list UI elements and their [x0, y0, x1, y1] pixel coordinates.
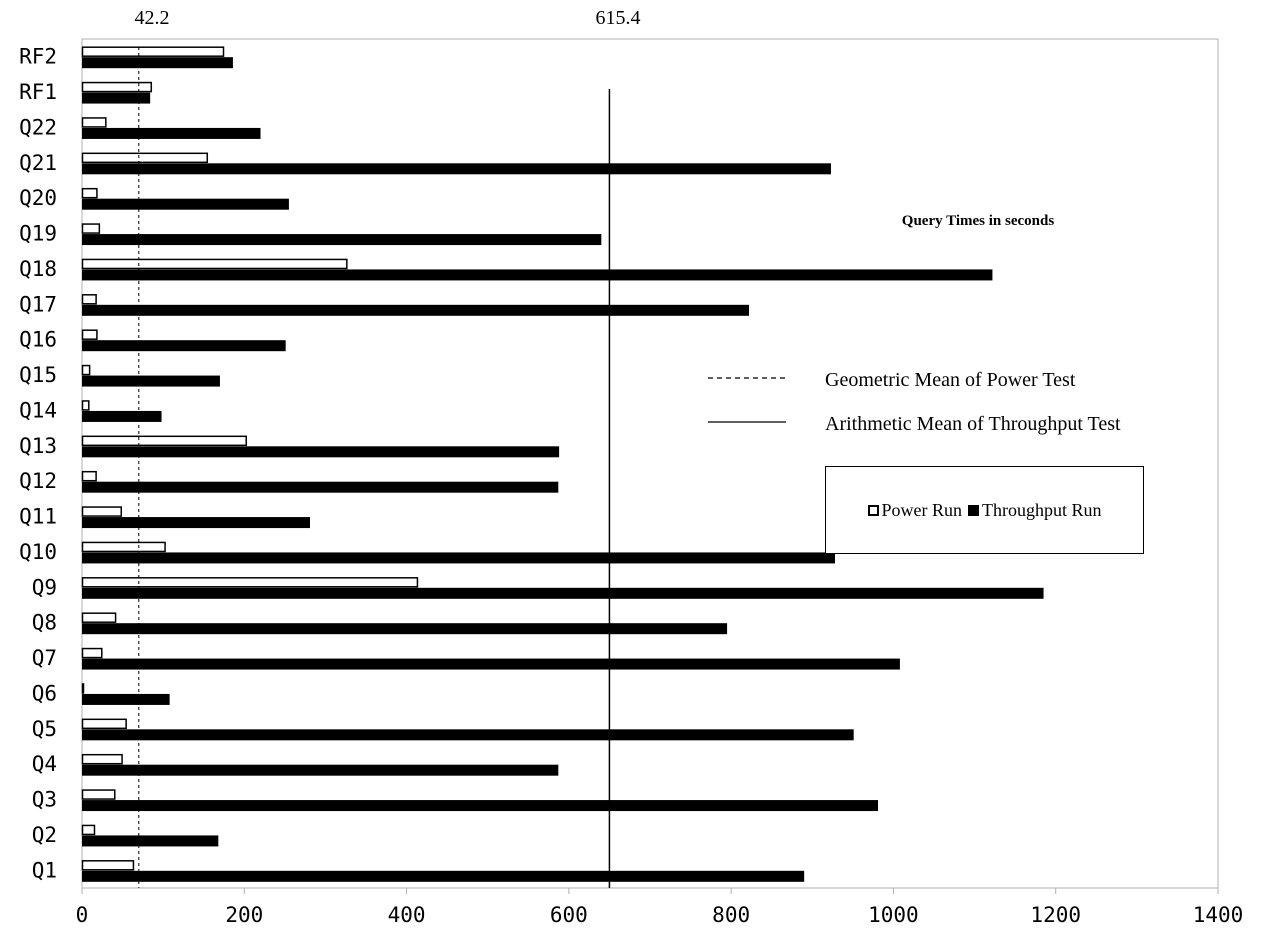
bar-throughput-run-q11 [82, 517, 311, 529]
x-tick-label-600: 600 [550, 903, 588, 927]
bar-throughput-run-q12 [82, 481, 559, 493]
bar-power-run-q11 [81, 506, 123, 517]
legend-label-geometric-mean: Geometric Mean of Power Test [825, 369, 1076, 391]
bar-throughput-run-q20 [82, 198, 289, 210]
bar-power-run-q12 [81, 470, 97, 482]
x-tick-label-200: 200 [225, 903, 263, 927]
bar-throughput-run-q3 [82, 800, 879, 812]
bar-throughput-run-q17 [82, 304, 749, 316]
bar-throughput-run-q10 [82, 552, 836, 564]
bar-power-run-q13 [81, 435, 247, 447]
bar-throughput-run-q21 [82, 163, 831, 175]
bar-power-run-q10 [81, 541, 166, 553]
bar-power-run-q7 [81, 647, 103, 659]
y-tick-label-q22: Q22 [19, 115, 57, 139]
y-tick-label-q20: Q20 [19, 186, 57, 210]
legend-entry-throughput-run: Throughput Run [968, 500, 1102, 521]
y-tick-label-rf2: RF2 [19, 45, 57, 69]
y-tick-label-q2: Q2 [32, 823, 57, 847]
legend-label-throughput-run: Throughput Run [982, 499, 1102, 520]
bar-power-run-q14 [81, 400, 90, 411]
legend-entry-power-run: Power Run [867, 499, 963, 521]
x-tick-label-1200: 1200 [1030, 903, 1081, 927]
bar-throughput-run-q1 [82, 870, 805, 882]
x-tick-label-1400: 1400 [1193, 903, 1244, 927]
y-tick-label-q9: Q9 [32, 575, 57, 599]
y-tick-label-q18: Q18 [19, 257, 57, 281]
bar-throughput-run-q9 [82, 587, 1044, 599]
bar-throughput-run-q19 [82, 234, 602, 246]
bar-throughput-run-q5 [82, 729, 854, 741]
bar-throughput-run-q22 [82, 127, 261, 139]
y-tick-label-q5: Q5 [32, 717, 57, 741]
y-tick-label-q21: Q21 [19, 151, 57, 175]
legend-swatch-throughput-run [968, 504, 979, 516]
bar-throughput-run-q6 [82, 693, 170, 705]
bar-power-run-q6 [81, 683, 85, 694]
y-tick-label-q1: Q1 [32, 858, 57, 882]
bar-throughput-run-q4 [82, 764, 559, 776]
bar-throughput-run-q13 [82, 446, 560, 458]
y-tick-label-rf1: RF1 [19, 80, 57, 104]
x-tick-label-0: 0 [76, 903, 89, 927]
bar-power-run-rf2 [81, 46, 225, 57]
chart-title: Query Times in seconds [902, 213, 1055, 229]
y-tick-label-q15: Q15 [19, 363, 57, 387]
series-legend: Power Run Throughput Run [825, 466, 1144, 554]
x-tick-label-1000: 1000 [868, 903, 919, 927]
bar-power-run-q9 [81, 577, 419, 588]
x-tick-label-800: 800 [712, 903, 750, 927]
bar-power-run-q22 [81, 117, 107, 128]
y-tick-label-q16: Q16 [19, 328, 57, 352]
bar-power-run-q16 [81, 329, 98, 340]
bar-throughput-run-q2 [82, 835, 219, 847]
bar-power-run-q19 [81, 223, 101, 234]
legend-label-arithmetic-mean: Arithmetic Mean of Throughput Test [825, 413, 1121, 435]
bar-power-run-q8 [81, 612, 117, 623]
bar-throughput-run-rf1 [82, 92, 151, 104]
bar-throughput-run-rf2 [82, 57, 233, 69]
legend-swatch-power-run [867, 504, 879, 516]
bar-throughput-run-q16 [82, 340, 286, 352]
bar-throughput-run-q15 [82, 375, 220, 387]
y-tick-label-q11: Q11 [19, 505, 57, 529]
y-tick-label-q14: Q14 [19, 398, 57, 422]
y-tick-label-q6: Q6 [32, 681, 57, 705]
bar-power-run-q18 [81, 258, 348, 270]
y-tick-label-q3: Q3 [32, 788, 57, 812]
bar-power-run-q15 [81, 364, 91, 376]
bar-throughput-run-q18 [82, 269, 993, 281]
bar-power-run-q4 [81, 753, 123, 765]
bar-throughput-run-q14 [82, 410, 162, 422]
arithmetic-mean-value-label: 615.4 [596, 7, 641, 29]
bar-power-run-q3 [81, 789, 116, 800]
y-tick-label-q4: Q4 [32, 752, 57, 776]
bar-throughput-run-q7 [82, 658, 900, 670]
x-tick-label-400: 400 [388, 903, 426, 927]
bar-power-run-q21 [81, 152, 209, 164]
bar-power-run-q5 [81, 718, 127, 730]
geometric-mean-value-label: 42.2 [135, 7, 170, 29]
bar-power-run-q1 [81, 860, 135, 871]
y-tick-label-q19: Q19 [19, 222, 57, 246]
legend-label-power-run: Power Run [881, 499, 963, 520]
y-tick-label-q17: Q17 [19, 292, 57, 316]
y-tick-label-q8: Q8 [32, 611, 57, 635]
y-tick-label-q10: Q10 [19, 540, 57, 564]
bar-throughput-run-q8 [82, 623, 728, 635]
y-tick-label-q12: Q12 [19, 469, 57, 493]
bar-power-run-rf1 [81, 81, 153, 93]
y-tick-label-q13: Q13 [19, 434, 57, 458]
bar-power-run-q20 [81, 187, 98, 199]
bar-power-run-q2 [81, 824, 96, 836]
y-tick-label-q7: Q7 [32, 646, 57, 670]
bar-power-run-q17 [81, 294, 97, 305]
